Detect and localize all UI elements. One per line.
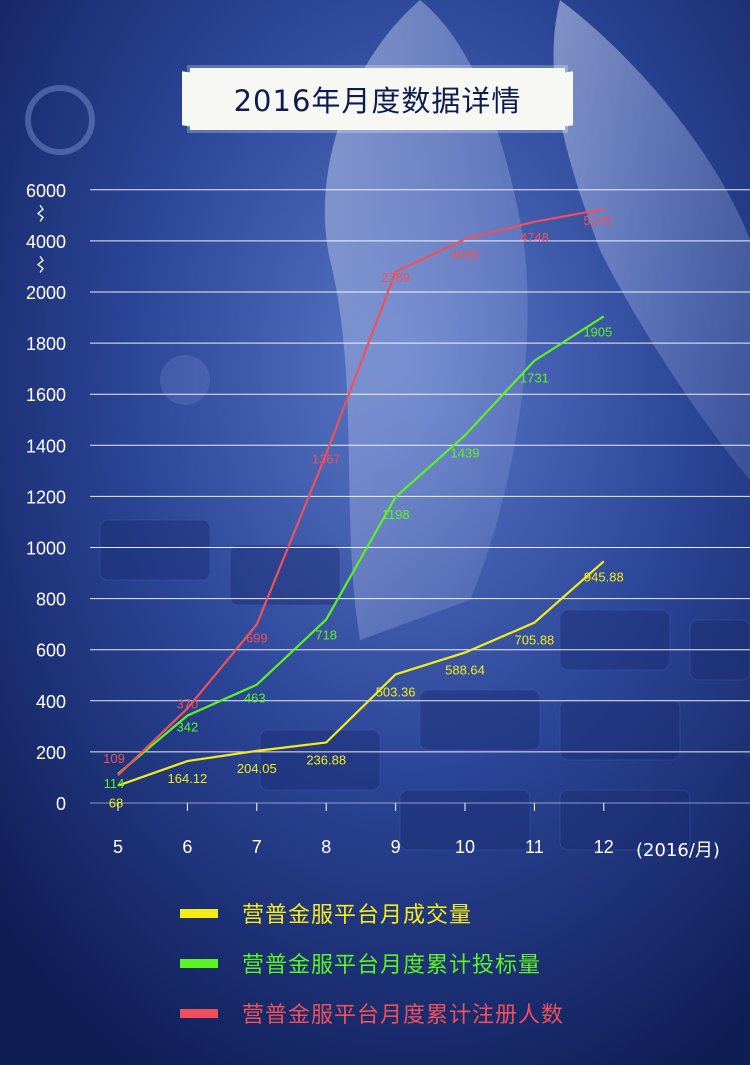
y-tick-label: 6000 bbox=[26, 181, 66, 201]
data-label: 164.12 bbox=[168, 771, 208, 786]
series-line bbox=[117, 560, 605, 787]
y-tick-label: 0 bbox=[56, 794, 66, 814]
data-label: 1439 bbox=[451, 445, 480, 460]
axis-break-mark bbox=[36, 204, 44, 222]
x-tick-label: 11 bbox=[525, 837, 544, 857]
legend-label: 营普金服平台月成交量 bbox=[242, 903, 473, 928]
y-tick-label: 2000 bbox=[26, 283, 66, 303]
data-label: 4080 bbox=[451, 247, 480, 262]
x-axis-ticks: 5 6 7 8 9 10 11 12 bbox=[113, 803, 614, 857]
data-label: 4748 bbox=[520, 230, 549, 245]
data-label: 68 bbox=[109, 796, 123, 811]
chart-title: 2016年月度数据详情 bbox=[233, 84, 522, 118]
y-tick-label: 1800 bbox=[26, 334, 66, 354]
data-label: 945.88 bbox=[584, 569, 624, 584]
axis-break-mark bbox=[36, 256, 44, 273]
data-label: 718 bbox=[315, 628, 337, 643]
data-label: 705.88 bbox=[515, 633, 555, 648]
legend-label: 营普金服平台月度累计注册人数 bbox=[242, 1003, 565, 1028]
legend-item-registrations: 营普金服平台月度累计注册人数 bbox=[180, 988, 564, 1038]
data-label: 1905 bbox=[583, 324, 612, 339]
grid-lines bbox=[90, 189, 750, 804]
chart-title-banner: 2016年月度数据详情 bbox=[190, 68, 565, 130]
legend-item-bids: 营普金服平台月度累计投标量 bbox=[180, 938, 564, 988]
legend-swatch bbox=[180, 908, 218, 918]
x-tick-label: 7 bbox=[252, 837, 262, 857]
x-tick-label: 8 bbox=[321, 837, 331, 857]
legend-label: 营普金服平台月度累计投标量 bbox=[242, 953, 542, 978]
data-label: 503.36 bbox=[376, 684, 416, 699]
y-tick-label: 600 bbox=[36, 641, 66, 661]
data-label: 109 bbox=[103, 751, 125, 766]
data-label: 1731 bbox=[520, 371, 549, 386]
y-tick-label: 1000 bbox=[26, 539, 66, 559]
data-label: 204.05 bbox=[237, 761, 277, 776]
y-tick-label: 1200 bbox=[26, 487, 66, 507]
data-label: 370 bbox=[177, 696, 199, 711]
data-label: 2789 bbox=[381, 270, 410, 285]
y-tick-label: 800 bbox=[36, 590, 66, 610]
data-labels: 68 164.12 204.05 236.88 503.36 588.64 705.88 94… bbox=[103, 213, 624, 811]
y-tick-label: 200 bbox=[36, 743, 66, 763]
series-lines bbox=[117, 208, 605, 787]
data-label: 236.88 bbox=[306, 752, 346, 767]
series-line bbox=[117, 315, 605, 775]
legend-swatch bbox=[180, 958, 218, 968]
data-label: 1198 bbox=[382, 507, 410, 522]
y-tick-label: 4000 bbox=[26, 232, 66, 252]
x-tick-label: 10 bbox=[455, 837, 475, 857]
data-label: 1367 bbox=[312, 452, 341, 467]
y-axis-break-marks bbox=[36, 204, 44, 273]
x-tick-label: 6 bbox=[182, 837, 192, 857]
y-axis-ticks: 6000400020001800160014001200100080060040… bbox=[26, 181, 66, 814]
legend-item-volume: 营普金服平台月成交量 bbox=[180, 888, 564, 938]
y-tick-label: 400 bbox=[36, 692, 66, 712]
data-label: 699 bbox=[246, 630, 268, 645]
data-label: 5245 bbox=[583, 213, 612, 228]
data-label: 463 bbox=[244, 691, 266, 706]
x-tick-label: 9 bbox=[391, 837, 401, 857]
y-tick-label: 1600 bbox=[26, 385, 66, 405]
legend: 营普金服平台月成交量 营普金服平台月度累计投标量 营普金服平台月度累计注册人数 bbox=[180, 888, 564, 1038]
x-tick-label: 5 bbox=[113, 837, 123, 857]
x-tick-label: 12 bbox=[594, 837, 614, 857]
series-line bbox=[117, 208, 604, 776]
data-label: 114 bbox=[104, 776, 125, 791]
y-tick-label: 1400 bbox=[26, 436, 66, 456]
legend-swatch bbox=[180, 1008, 218, 1018]
x-axis-unit: (2016/月) bbox=[636, 840, 720, 861]
data-label: 588.64 bbox=[445, 663, 485, 678]
data-label: 342 bbox=[177, 720, 199, 735]
